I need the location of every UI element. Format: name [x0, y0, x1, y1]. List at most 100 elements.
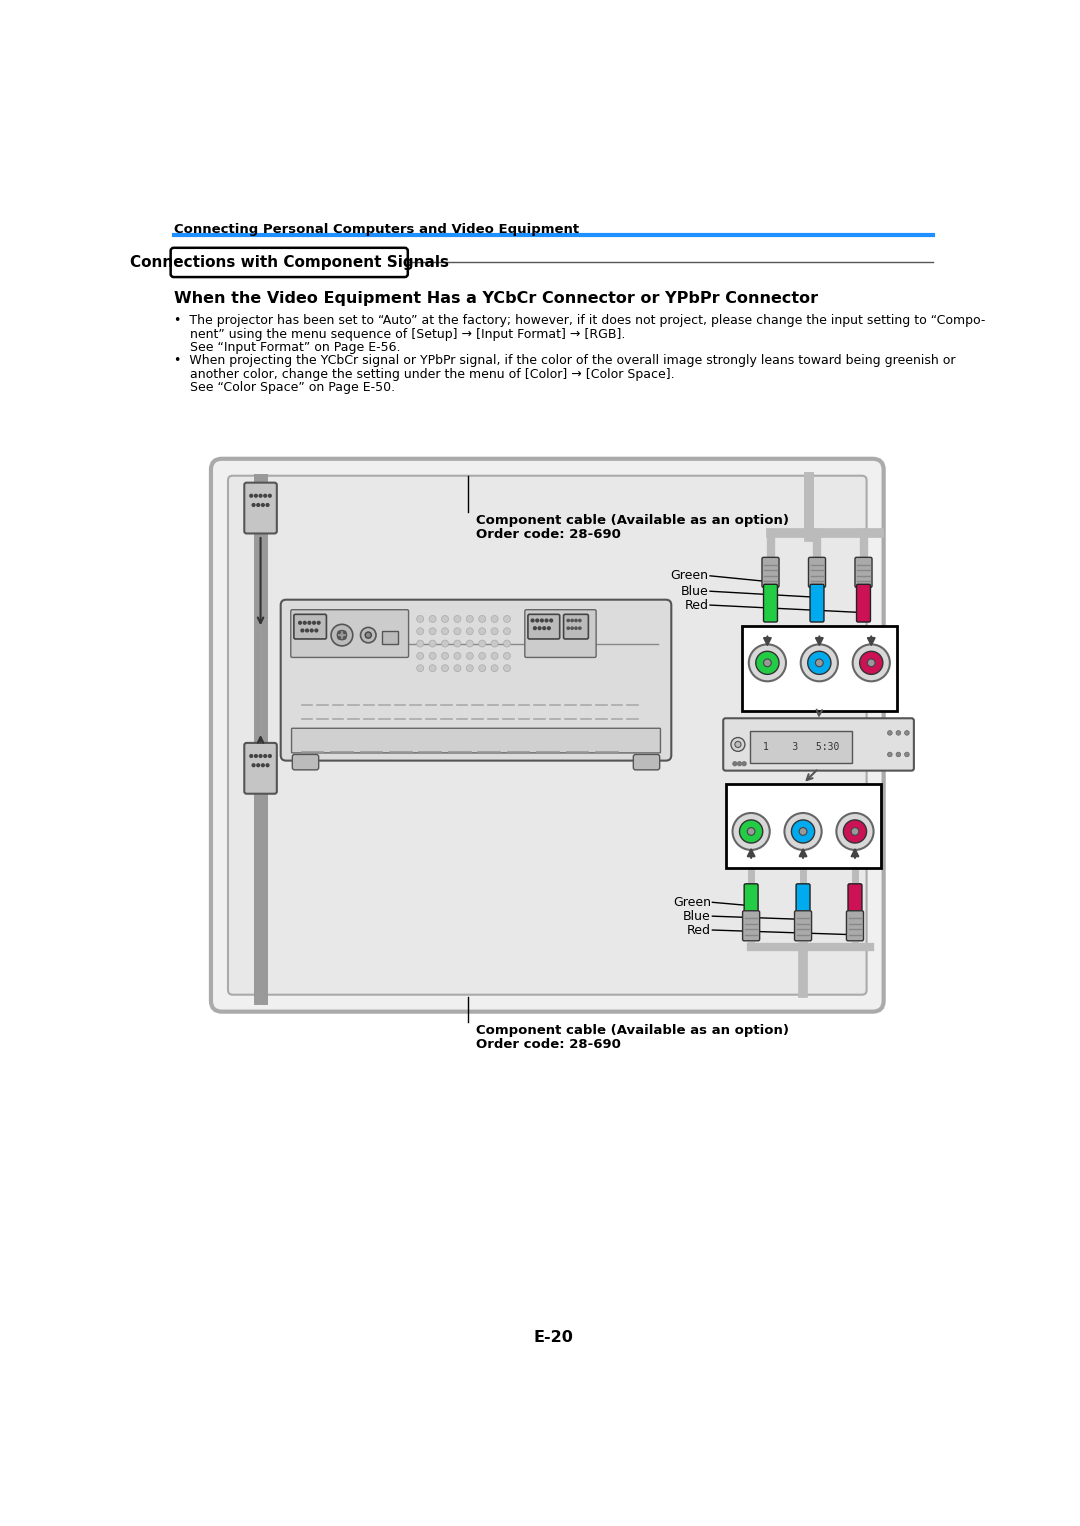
Circle shape: [888, 752, 892, 757]
Circle shape: [312, 621, 315, 624]
Text: Pr: Pr: [848, 807, 863, 819]
Circle shape: [417, 627, 423, 635]
Text: Blue: Blue: [683, 909, 711, 923]
Circle shape: [478, 653, 486, 659]
Circle shape: [905, 752, 909, 757]
Circle shape: [905, 731, 909, 736]
Circle shape: [249, 755, 253, 757]
FancyBboxPatch shape: [762, 557, 779, 588]
Text: Connecting Personal Computers and Video Equipment: Connecting Personal Computers and Video …: [174, 223, 579, 237]
Circle shape: [257, 504, 259, 507]
FancyBboxPatch shape: [525, 610, 596, 658]
Circle shape: [454, 639, 461, 647]
Circle shape: [269, 494, 271, 497]
Circle shape: [571, 627, 573, 629]
Text: COMPONENT: COMPONENT: [755, 798, 851, 810]
Text: Green: Green: [671, 569, 708, 583]
Text: nent” using the menu sequence of [Setup] → [Input Format] → [RGB].: nent” using the menu sequence of [Setup]…: [174, 328, 625, 340]
FancyBboxPatch shape: [743, 911, 759, 942]
Circle shape: [534, 627, 537, 630]
Circle shape: [843, 819, 866, 842]
Circle shape: [442, 665, 448, 671]
Circle shape: [429, 627, 436, 635]
Text: COMPONENT: COMPONENT: [771, 700, 867, 713]
FancyBboxPatch shape: [764, 584, 778, 623]
Circle shape: [249, 494, 253, 497]
Circle shape: [896, 731, 901, 736]
FancyBboxPatch shape: [171, 247, 408, 278]
Text: Blue: Blue: [680, 584, 708, 598]
Circle shape: [732, 813, 770, 850]
Circle shape: [255, 755, 257, 757]
FancyBboxPatch shape: [292, 728, 661, 752]
FancyBboxPatch shape: [809, 557, 825, 588]
Circle shape: [301, 629, 303, 632]
FancyBboxPatch shape: [848, 884, 862, 922]
Circle shape: [442, 639, 448, 647]
Circle shape: [429, 639, 436, 647]
Circle shape: [571, 620, 573, 621]
Circle shape: [738, 761, 742, 766]
Text: Pb: Pb: [794, 807, 812, 819]
FancyBboxPatch shape: [294, 615, 326, 639]
Text: See “Color Space” on Page E-50.: See “Color Space” on Page E-50.: [174, 382, 395, 394]
Circle shape: [454, 653, 461, 659]
Text: Green: Green: [673, 896, 711, 909]
Text: Cr: Cr: [864, 690, 879, 702]
FancyBboxPatch shape: [228, 476, 866, 995]
Circle shape: [575, 620, 577, 621]
Circle shape: [740, 819, 762, 842]
Circle shape: [266, 765, 269, 766]
Circle shape: [733, 761, 737, 766]
Circle shape: [259, 755, 262, 757]
Circle shape: [478, 615, 486, 623]
Circle shape: [442, 615, 448, 623]
Circle shape: [852, 644, 890, 681]
FancyBboxPatch shape: [244, 743, 276, 794]
Circle shape: [550, 620, 553, 623]
Circle shape: [503, 665, 511, 671]
Circle shape: [503, 627, 511, 635]
Circle shape: [800, 644, 838, 681]
Circle shape: [337, 630, 347, 639]
FancyBboxPatch shape: [564, 615, 589, 639]
Circle shape: [491, 615, 498, 623]
Circle shape: [264, 755, 267, 757]
FancyBboxPatch shape: [291, 610, 408, 658]
Circle shape: [259, 494, 262, 497]
Circle shape: [867, 659, 875, 667]
Text: Cb: Cb: [810, 690, 828, 702]
Circle shape: [742, 761, 746, 766]
FancyBboxPatch shape: [795, 911, 811, 942]
Circle shape: [531, 620, 534, 623]
Circle shape: [478, 639, 486, 647]
Circle shape: [784, 813, 822, 850]
FancyBboxPatch shape: [856, 584, 870, 623]
Circle shape: [734, 742, 741, 748]
Circle shape: [429, 665, 436, 671]
FancyBboxPatch shape: [796, 884, 810, 922]
Circle shape: [306, 629, 309, 632]
Circle shape: [343, 636, 346, 639]
Circle shape: [467, 639, 473, 647]
Text: Order code: 28-690: Order code: 28-690: [476, 1038, 621, 1051]
Circle shape: [491, 653, 498, 659]
Circle shape: [548, 627, 550, 630]
Circle shape: [503, 615, 511, 623]
Circle shape: [579, 627, 581, 629]
Circle shape: [454, 615, 461, 623]
Text: Y: Y: [762, 690, 772, 702]
Circle shape: [747, 827, 755, 835]
Circle shape: [503, 653, 511, 659]
FancyBboxPatch shape: [633, 754, 660, 769]
FancyBboxPatch shape: [744, 884, 758, 922]
Circle shape: [332, 624, 353, 645]
Text: Red: Red: [685, 598, 708, 612]
Circle shape: [264, 494, 267, 497]
Circle shape: [860, 652, 882, 674]
Text: Component cable (Available as an option): Component cable (Available as an option): [476, 1024, 789, 1038]
Text: When the Video Equipment Has a YCbCr Connector or YPbPr Connector: When the Video Equipment Has a YCbCr Con…: [174, 291, 818, 305]
Circle shape: [299, 621, 301, 624]
Text: Order code: 28-690: Order code: 28-690: [476, 528, 621, 542]
FancyBboxPatch shape: [724, 719, 914, 771]
